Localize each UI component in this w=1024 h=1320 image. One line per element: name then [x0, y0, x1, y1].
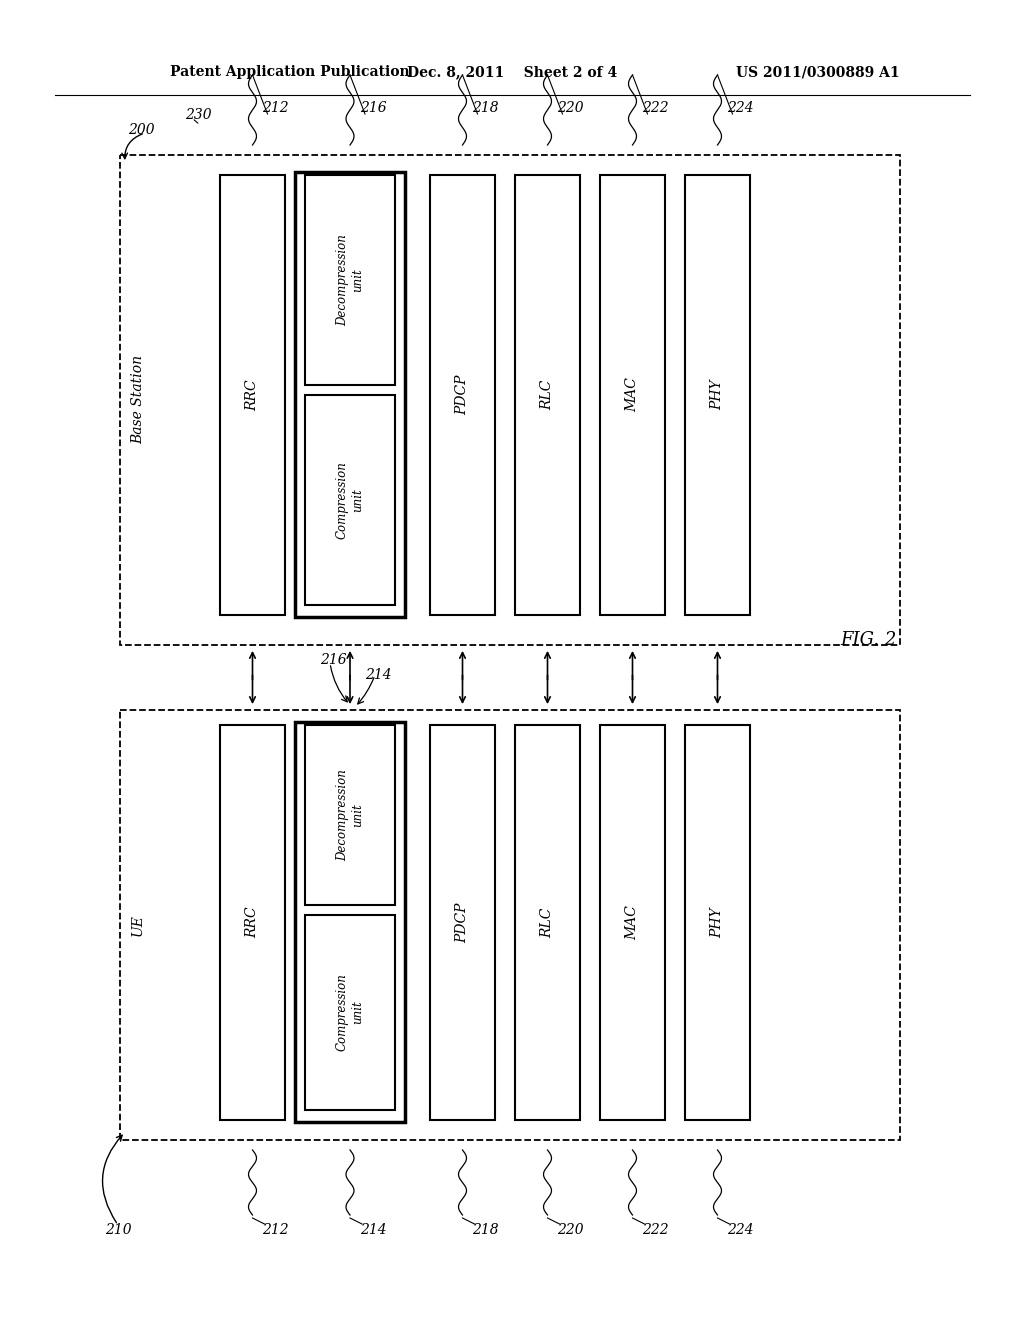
- Bar: [305, 915, 395, 1110]
- Text: Base Station: Base Station: [131, 355, 145, 445]
- Bar: [120, 710, 900, 1140]
- Text: 214: 214: [365, 668, 391, 682]
- Text: MAC: MAC: [626, 906, 640, 940]
- Bar: [515, 725, 580, 1119]
- Text: Compression
unit: Compression unit: [336, 974, 364, 1052]
- Text: 210: 210: [105, 1224, 132, 1237]
- Text: PDCP: PDCP: [456, 375, 469, 416]
- Bar: [515, 176, 580, 615]
- Text: 212: 212: [262, 1224, 289, 1237]
- Text: 224: 224: [727, 102, 754, 115]
- Text: UE: UE: [131, 913, 145, 936]
- Bar: [430, 725, 495, 1119]
- Text: RRC: RRC: [246, 379, 259, 411]
- Text: Compression
unit: Compression unit: [336, 461, 364, 539]
- Bar: [220, 176, 285, 615]
- Bar: [430, 176, 495, 615]
- Text: 218: 218: [472, 102, 499, 115]
- Text: Decompression
unit: Decompression unit: [336, 234, 364, 326]
- Text: 214: 214: [360, 1224, 387, 1237]
- Text: 220: 220: [557, 1224, 584, 1237]
- Bar: [685, 725, 750, 1119]
- Bar: [220, 725, 285, 1119]
- Text: 216: 216: [319, 653, 347, 667]
- Text: 220: 220: [557, 102, 584, 115]
- Bar: [295, 172, 406, 616]
- Text: 212: 212: [262, 102, 289, 115]
- Text: 224: 224: [727, 1224, 754, 1237]
- Text: PHY: PHY: [711, 907, 725, 937]
- Bar: [600, 725, 665, 1119]
- Text: PHY: PHY: [711, 380, 725, 411]
- Bar: [120, 154, 900, 645]
- Text: RRC: RRC: [246, 907, 259, 939]
- Bar: [295, 722, 406, 1122]
- Text: RLC: RLC: [541, 907, 555, 937]
- Bar: [685, 176, 750, 615]
- Text: MAC: MAC: [626, 378, 640, 412]
- Bar: [305, 176, 395, 385]
- Text: PDCP: PDCP: [456, 903, 469, 942]
- Text: FIG. 2: FIG. 2: [840, 631, 896, 649]
- Text: RLC: RLC: [541, 380, 555, 411]
- Bar: [305, 395, 395, 605]
- Bar: [600, 176, 665, 615]
- Text: US 2011/0300889 A1: US 2011/0300889 A1: [736, 65, 900, 79]
- Text: 216: 216: [360, 102, 387, 115]
- Text: 218: 218: [472, 1224, 499, 1237]
- Text: Patent Application Publication: Patent Application Publication: [170, 65, 410, 79]
- Text: Decompression
unit: Decompression unit: [336, 770, 364, 861]
- Text: 222: 222: [642, 1224, 669, 1237]
- Bar: [305, 725, 395, 906]
- Text: Dec. 8, 2011    Sheet 2 of 4: Dec. 8, 2011 Sheet 2 of 4: [407, 65, 617, 79]
- Text: 230: 230: [185, 108, 212, 121]
- Text: 222: 222: [642, 102, 669, 115]
- Text: 200: 200: [128, 123, 155, 137]
